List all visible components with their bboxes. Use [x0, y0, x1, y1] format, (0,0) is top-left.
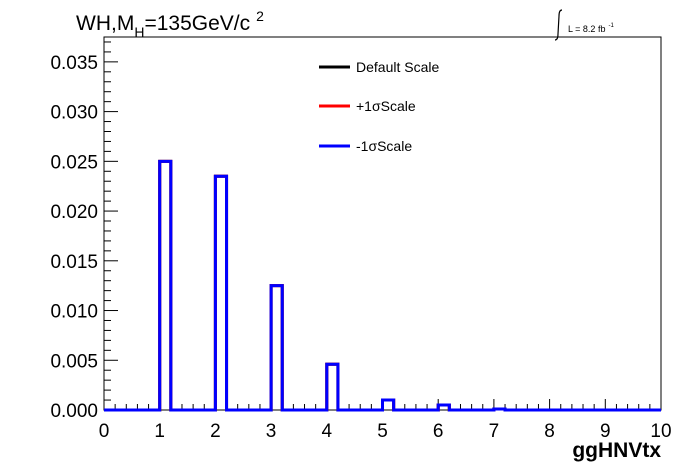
integral-sign-icon	[554, 9, 563, 41]
x-tick-label: 9	[600, 421, 611, 442]
legend-label-default: Default Scale	[356, 59, 439, 75]
legend-label-plus: +1σScale	[356, 98, 416, 114]
x-tick-label: 1	[154, 421, 165, 442]
x-tick-label: 2	[210, 421, 221, 442]
x-tick-label: 6	[433, 421, 444, 442]
y-tick-label: 0.000	[50, 401, 98, 422]
x-tick-label: 8	[544, 421, 555, 442]
x-tick-label: 3	[266, 421, 277, 442]
x-tick-label: 10	[650, 421, 671, 442]
y-tick-label: 0.035	[50, 53, 98, 74]
x-tick-label: 0	[99, 421, 110, 442]
y-axis: 0.000 0.005 0.010 0.015 0.020 0.025 0.030 0.035	[50, 41, 118, 422]
series-line-2	[104, 159, 661, 412]
x-tick-label: 5	[377, 421, 388, 442]
x-axis: 0 1 2 3 4 5 6 7 8 9 10	[99, 399, 672, 442]
plot-frame	[103, 36, 662, 411]
x-axis-label: ggHNVtx	[572, 439, 661, 462]
y-tick-label: 0.010	[50, 302, 98, 323]
series-line-0	[104, 159, 661, 412]
luminosity-text: L = 8.2 fb -1	[568, 23, 614, 34]
legend-label-minus: -1σScale	[356, 138, 412, 154]
chart-title: WH,MH=135GeV/c 2	[76, 8, 264, 40]
legend: Default Scale +1σScale -1σScale	[319, 59, 439, 154]
y-tick-label: 0.015	[50, 252, 98, 273]
y-tick-label: 0.005	[50, 351, 98, 372]
luminosity-label: L = 8.2 fb -1	[554, 9, 614, 41]
series-line-1	[104, 159, 661, 412]
series-layer	[104, 159, 661, 412]
x-tick-label: 7	[489, 421, 500, 442]
y-tick-label: 0.025	[50, 152, 98, 173]
y-tick-label: 0.030	[50, 103, 98, 124]
x-tick-label: 4	[322, 421, 333, 442]
y-tick-label: 0.020	[50, 202, 98, 223]
